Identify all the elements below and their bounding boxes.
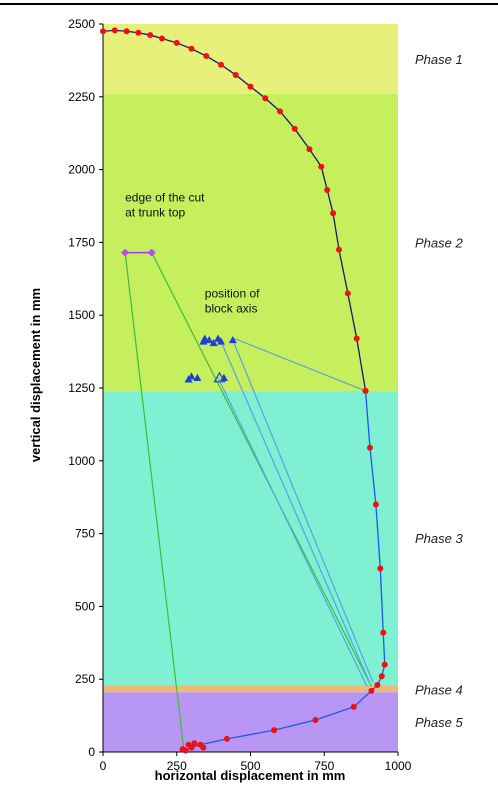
data-point	[100, 28, 106, 35]
phase-band-2	[103, 93, 398, 391]
data-point	[203, 53, 210, 60]
data-point	[200, 744, 207, 751]
data-point	[123, 28, 130, 35]
data-point	[271, 727, 278, 734]
y-tick-label: 2500	[68, 17, 95, 31]
data-point	[380, 629, 387, 636]
data-point	[188, 45, 195, 52]
annotation-line: block axis	[205, 302, 258, 316]
annotation-line: position of	[205, 287, 260, 301]
connector-line-5	[220, 341, 371, 684]
y-tick-label: 2000	[68, 163, 95, 177]
block-axis-marker	[193, 373, 202, 382]
phase-band-5	[103, 692, 398, 752]
data-point	[179, 746, 186, 753]
connector-line-2	[151, 252, 372, 687]
data-point	[374, 682, 381, 689]
data-point	[135, 29, 142, 36]
data-point	[247, 83, 254, 90]
block-axis-marker	[217, 337, 225, 345]
data-point	[291, 125, 298, 132]
data-point	[378, 673, 385, 680]
y-tick-label: 0	[88, 745, 95, 759]
data-point	[218, 61, 224, 68]
y-axis-title: vertical displacement in mm	[28, 288, 43, 462]
phase-label-4: Phase 4	[415, 682, 463, 697]
annotation-line: edge of the cut	[125, 191, 205, 205]
data-point	[111, 27, 118, 34]
phase-label-2: Phase 2	[415, 235, 463, 250]
block-axis-marker	[219, 373, 228, 382]
block-axis-marker	[187, 372, 196, 380]
y-tick-label: 2250	[68, 90, 95, 104]
data-point	[223, 735, 230, 742]
x-tick-label: 1000	[385, 759, 412, 773]
data-point	[185, 741, 192, 748]
data-point	[147, 32, 154, 39]
annotation-line: at trunk top	[125, 206, 185, 220]
data-point	[372, 501, 379, 508]
phase-band-4	[103, 685, 398, 693]
phase-label-1: Phase 1	[415, 52, 463, 67]
data-point	[381, 661, 388, 668]
data-point	[306, 146, 313, 153]
data-point	[353, 335, 360, 342]
data-point	[318, 163, 325, 170]
x-tick-label: 500	[240, 759, 260, 773]
series-line-2	[185, 390, 386, 752]
block-axis-marker	[200, 334, 209, 342]
x-tick-label: 750	[314, 759, 334, 773]
phase-label-3: Phase 3	[415, 531, 463, 546]
data-point	[232, 71, 239, 78]
y-tick-label: 1500	[68, 308, 95, 322]
data-point	[366, 444, 373, 451]
annotation-1: edge of the cut at trunk top	[125, 191, 205, 220]
block-axis-marker	[209, 338, 218, 347]
data-point	[262, 95, 269, 102]
block-axis-marker	[228, 335, 237, 344]
block-axis-marker	[205, 335, 214, 344]
data-point	[277, 108, 283, 115]
connector-line-6	[232, 339, 374, 683]
connector-line-1	[124, 252, 185, 753]
data-point	[191, 740, 198, 747]
data-point	[344, 290, 351, 297]
y-tick-label: 250	[75, 672, 95, 686]
y-tick-label: 1750	[68, 235, 95, 249]
cut-edge-marker	[147, 248, 156, 257]
data-point	[368, 687, 375, 694]
data-point	[377, 565, 384, 572]
y-tick-label: 1250	[68, 381, 95, 395]
data-point	[324, 186, 331, 193]
x-tick-label: 0	[100, 759, 107, 773]
y-tick-label: 500	[75, 599, 95, 613]
cut-edge-marker	[121, 248, 130, 257]
block-axis-open-marker	[213, 371, 226, 383]
connector-line-3	[234, 337, 366, 392]
x-tick-label: 250	[167, 759, 187, 773]
phase-label-5: Phase 5	[415, 715, 463, 730]
y-tick-label: 750	[75, 527, 95, 541]
data-point	[350, 703, 357, 710]
data-point	[330, 210, 337, 217]
y-tick-label: 1000	[68, 454, 95, 468]
data-point	[173, 39, 180, 46]
data-point	[312, 716, 319, 723]
data-point	[336, 246, 342, 253]
connector-line-4	[217, 377, 368, 687]
data-point	[362, 387, 369, 394]
x-axis-title: horizontal displacement in mm	[155, 768, 346, 783]
annotation-2: position of block axis	[205, 287, 260, 316]
data-point	[159, 35, 165, 42]
